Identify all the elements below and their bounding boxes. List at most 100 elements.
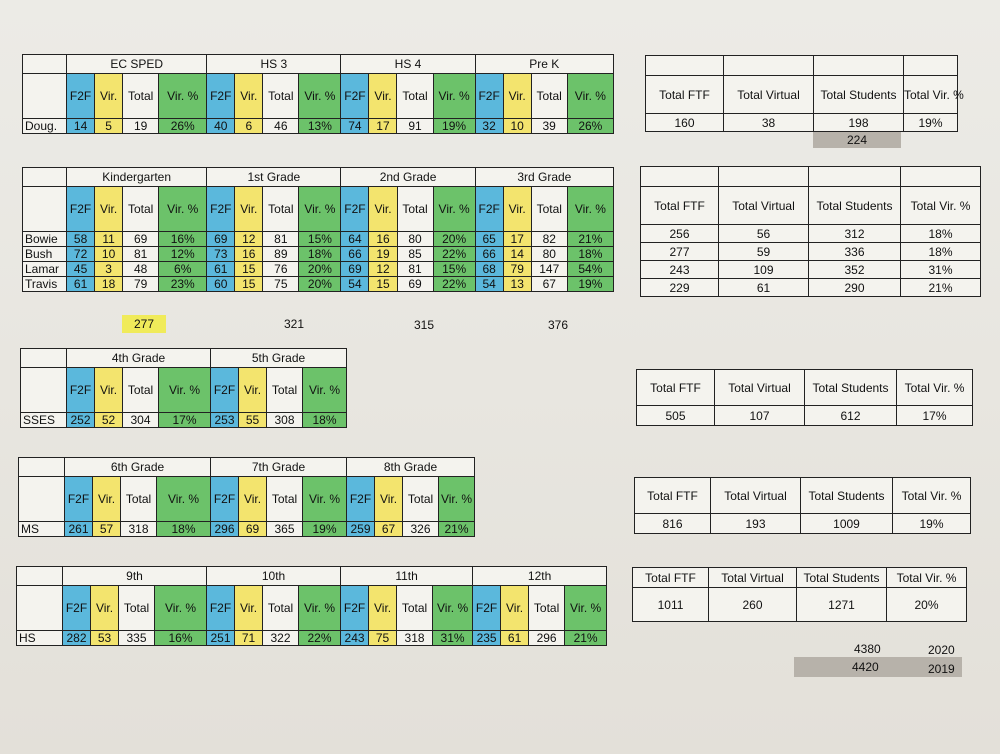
summary-cell: 31% — [900, 260, 981, 279]
col-header-total: Total — [262, 186, 300, 232]
cell-vir: 10 — [502, 118, 532, 134]
cell-total: 75 — [262, 276, 300, 292]
cell-vir: 17 — [502, 231, 532, 247]
cell-vir-pct: 23% — [158, 276, 208, 292]
table-row: Travis 61 18 79 23% 60 15 75 20% 54 15 6… — [21, 276, 615, 292]
col-header-total: Total — [266, 476, 303, 522]
summary-cell: 256 — [640, 224, 719, 243]
cell-total: 326 — [402, 521, 439, 537]
year-label: 2020 — [928, 643, 955, 657]
corner-cell — [20, 367, 67, 413]
cell-vir-pct: 13% — [298, 118, 342, 134]
summary-header: Total Students — [813, 75, 904, 114]
cell-total: 39 — [530, 118, 568, 134]
cell-vir: 67 — [374, 521, 403, 537]
grade-total: 315 — [414, 318, 435, 332]
col-header-total: Total — [266, 367, 303, 413]
summary-table-elementary: Total FTF Total Virtual Total Students T… — [640, 166, 981, 297]
cell-total: 365 — [266, 521, 303, 537]
summary-table-ms: Total FTF Total Virtual Total Students T… — [634, 477, 971, 534]
row-label: Travis — [21, 276, 68, 292]
summary-cell: 160 — [645, 113, 724, 132]
summary-header: Total Students — [804, 369, 897, 406]
group-header: 1st Grade — [206, 167, 342, 187]
cell-f2f: 40 — [206, 118, 236, 134]
row-label: Lamar — [21, 261, 68, 277]
summary-header: Total FTF — [632, 567, 709, 588]
cell-vir: 17 — [368, 118, 398, 134]
col-header-total: Total — [396, 73, 434, 119]
cell-total: 304 — [122, 412, 159, 428]
corner-cell — [16, 585, 63, 631]
cell-f2f: 68 — [474, 261, 504, 277]
grade-total: 321 — [284, 317, 305, 331]
cell-vir: 12 — [368, 261, 398, 277]
year-total-count: 4380 — [854, 642, 881, 656]
col-header-vir: Vir. — [92, 476, 121, 522]
summary-cell: 19% — [903, 113, 958, 132]
corner-cell — [21, 186, 68, 232]
cell-vir: 11 — [94, 231, 124, 247]
cell-total: 335 — [118, 630, 155, 646]
cell-total: 19 — [122, 118, 160, 134]
group-header: 8th Grade — [346, 457, 475, 477]
cell-total: 308 — [266, 412, 303, 428]
cell-total: 69 — [122, 231, 160, 247]
table-row: Bush 72 10 81 12% 73 16 89 18% 66 19 85 … — [21, 246, 615, 262]
summary-cell: 505 — [636, 405, 715, 426]
col-header-total: Total — [262, 585, 299, 631]
table-row: SSES 252 52 304 17% 253 55 308 18% — [20, 412, 347, 428]
group-header: 7th Grade — [210, 457, 347, 477]
summary-cell: 61 — [718, 278, 809, 297]
cell-total: 81 — [262, 231, 300, 247]
blank-cell — [808, 166, 901, 187]
grade-total: 376 — [548, 318, 569, 332]
year-total-highlight — [794, 657, 962, 677]
cell-f2f: 235 — [472, 630, 502, 646]
group-header: 11th — [340, 566, 474, 586]
summary-cell: 243 — [640, 260, 719, 279]
cell-f2f: 66 — [340, 246, 370, 262]
cell-f2f: 45 — [66, 261, 96, 277]
cell-f2f: 60 — [206, 276, 236, 292]
cell-total: 69 — [396, 276, 434, 292]
summary-cell: 260 — [708, 587, 797, 622]
col-header-vir-pct: Vir. % — [298, 186, 342, 232]
cell-vir: 61 — [500, 630, 530, 646]
col-header-vir-pct: Vir. % — [156, 476, 211, 522]
summary-cell: 352 — [808, 260, 901, 279]
summary-header: Total Vir. % — [900, 186, 981, 225]
group-header: 2nd Grade — [340, 167, 476, 187]
col-header-f2f: F2F — [64, 476, 93, 522]
col-header-f2f: F2F — [340, 73, 370, 119]
cell-vir-pct: 18% — [566, 246, 615, 262]
cell-vir-pct: 21% — [566, 231, 615, 247]
cell-f2f: 66 — [474, 246, 504, 262]
col-header-f2f: F2F — [474, 73, 504, 119]
cell-total: 79 — [122, 276, 160, 292]
row-label: MS — [18, 521, 65, 537]
cell-f2f: 243 — [340, 630, 370, 646]
col-header-vir: Vir. — [94, 186, 124, 232]
cell-vir: 16 — [368, 231, 398, 247]
cell-total: 85 — [396, 246, 434, 262]
col-header-total: Total — [396, 186, 434, 232]
blank-cell — [900, 166, 981, 187]
col-header-vir: Vir. — [500, 585, 530, 631]
cell-vir-pct: 26% — [566, 118, 615, 134]
cell-vir: 69 — [238, 521, 267, 537]
cell-vir: 57 — [92, 521, 121, 537]
col-header-f2f: F2F — [346, 476, 375, 522]
cell-vir-pct: 15% — [298, 231, 342, 247]
cell-vir: 15 — [368, 276, 398, 292]
col-header-vir-pct: Vir. % — [432, 186, 476, 232]
summary-header: Total Vir. % — [903, 75, 964, 114]
blank-cell — [645, 55, 724, 76]
group-header: 10th — [205, 566, 342, 586]
summary-cell: 18% — [900, 224, 981, 243]
summary-cell: 18% — [900, 242, 981, 261]
summary-header: Total Virtual — [718, 186, 809, 225]
row-label: Doug. — [21, 118, 68, 134]
cell-vir: 13 — [502, 276, 532, 292]
cell-f2f: 54 — [340, 276, 370, 292]
